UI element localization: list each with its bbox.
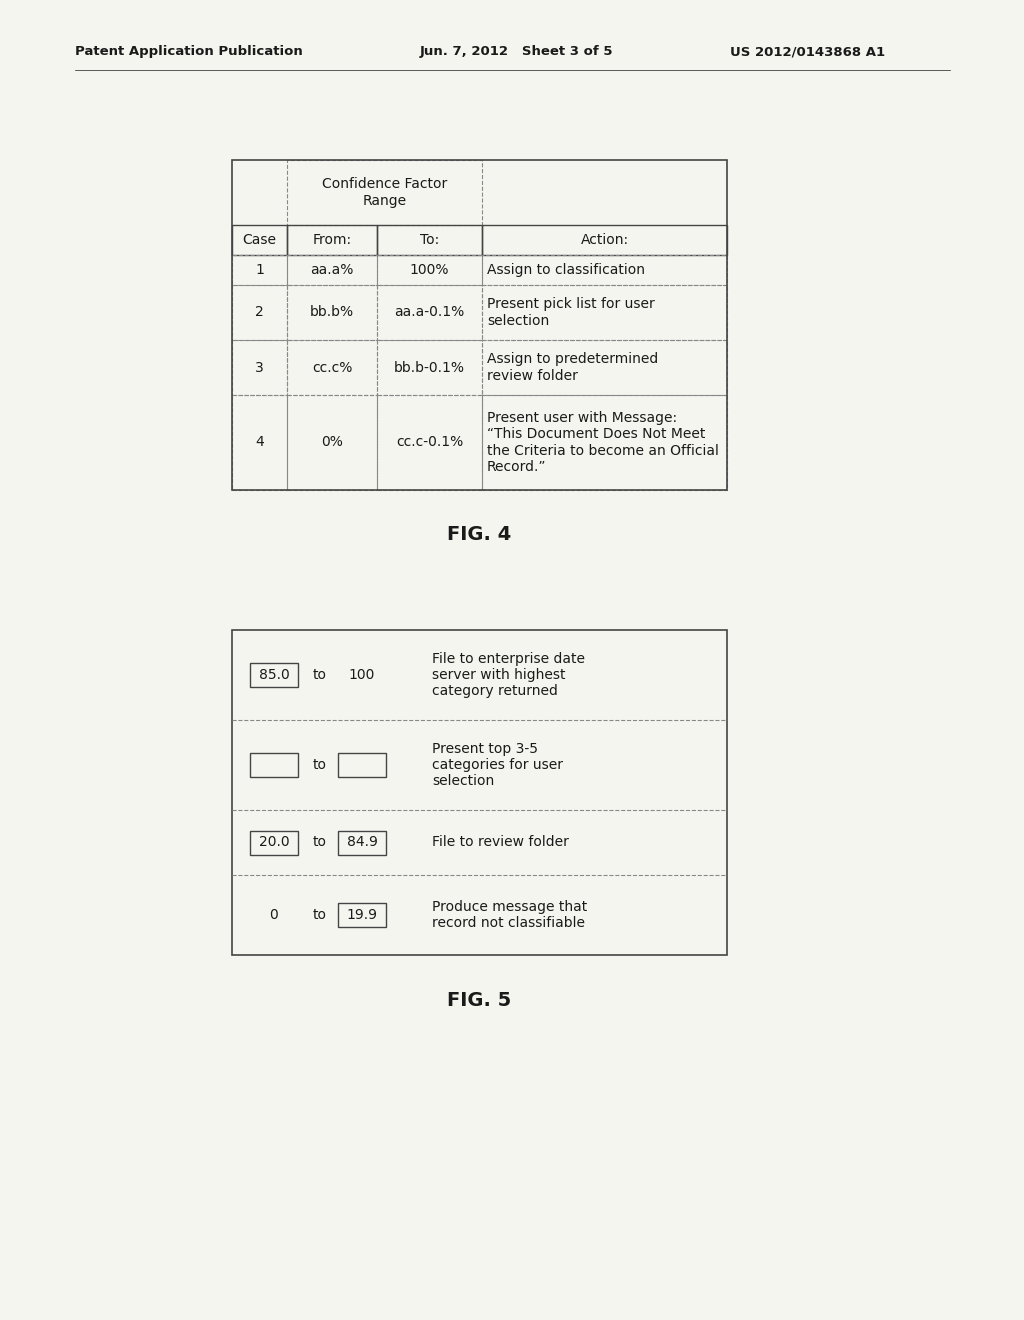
- Bar: [482, 341, 727, 395]
- Text: Present pick list for user
selection: Present pick list for user selection: [487, 297, 654, 327]
- Bar: [482, 255, 727, 285]
- Text: to: to: [313, 758, 327, 772]
- Text: File to review folder: File to review folder: [432, 836, 569, 850]
- Text: 85.0: 85.0: [259, 668, 290, 682]
- Bar: [287, 341, 377, 395]
- Text: File to enterprise date
server with highest
category returned: File to enterprise date server with high…: [432, 652, 585, 698]
- Text: 100: 100: [349, 668, 375, 682]
- Bar: [482, 224, 727, 255]
- Text: Patent Application Publication: Patent Application Publication: [75, 45, 303, 58]
- Bar: [232, 395, 287, 490]
- Text: 19.9: 19.9: [346, 908, 378, 921]
- Text: bb.b%: bb.b%: [310, 305, 354, 319]
- Text: 1: 1: [255, 263, 264, 277]
- Bar: [482, 285, 727, 341]
- Bar: [377, 255, 482, 285]
- Bar: [250, 752, 298, 777]
- Text: aa.a%: aa.a%: [310, 263, 353, 277]
- Bar: [338, 830, 386, 854]
- Text: 3: 3: [255, 360, 264, 375]
- Bar: [482, 395, 727, 490]
- Text: To:: To:: [420, 234, 439, 247]
- Text: From:: From:: [312, 234, 351, 247]
- Bar: [232, 630, 727, 954]
- Bar: [232, 224, 287, 255]
- Text: 0%: 0%: [322, 436, 343, 450]
- Bar: [250, 663, 298, 686]
- Bar: [232, 255, 287, 285]
- Text: Assign to classification: Assign to classification: [487, 263, 645, 277]
- Text: 4: 4: [255, 436, 264, 450]
- Bar: [338, 903, 386, 927]
- Text: Action:: Action:: [581, 234, 629, 247]
- Text: FIG. 4: FIG. 4: [447, 525, 512, 544]
- Text: Jun. 7, 2012   Sheet 3 of 5: Jun. 7, 2012 Sheet 3 of 5: [420, 45, 613, 58]
- Bar: [287, 395, 377, 490]
- Bar: [377, 285, 482, 341]
- Text: Case: Case: [243, 234, 276, 247]
- Bar: [287, 224, 377, 255]
- Text: Present user with Message:
“This Document Does Not Meet
the Criteria to become a: Present user with Message: “This Documen…: [487, 412, 719, 474]
- Bar: [287, 255, 377, 285]
- Text: bb.b-0.1%: bb.b-0.1%: [394, 360, 465, 375]
- Text: 20.0: 20.0: [259, 836, 290, 850]
- Bar: [377, 341, 482, 395]
- Text: 84.9: 84.9: [346, 836, 378, 850]
- Text: 100%: 100%: [410, 263, 450, 277]
- Bar: [287, 160, 482, 224]
- Text: aa.a-0.1%: aa.a-0.1%: [394, 305, 465, 319]
- Text: 2: 2: [255, 305, 264, 319]
- Bar: [338, 752, 386, 777]
- Text: cc.c%: cc.c%: [312, 360, 352, 375]
- Text: cc.c-0.1%: cc.c-0.1%: [396, 436, 463, 450]
- Text: Produce message that
record not classifiable: Produce message that record not classifi…: [432, 900, 587, 931]
- Text: Present top 3-5
categories for user
selection: Present top 3-5 categories for user sele…: [432, 742, 563, 788]
- Bar: [232, 341, 287, 395]
- Text: Assign to predetermined
review folder: Assign to predetermined review folder: [487, 352, 658, 383]
- Text: US 2012/0143868 A1: US 2012/0143868 A1: [730, 45, 885, 58]
- Text: to: to: [313, 668, 327, 682]
- Bar: [287, 285, 377, 341]
- Text: to: to: [313, 908, 327, 921]
- Text: FIG. 5: FIG. 5: [447, 990, 512, 1010]
- Bar: [232, 160, 727, 490]
- Text: to: to: [313, 836, 327, 850]
- Text: Confidence Factor
Range: Confidence Factor Range: [322, 177, 447, 207]
- Text: 0: 0: [269, 908, 279, 921]
- Bar: [232, 285, 287, 341]
- Bar: [377, 395, 482, 490]
- Bar: [250, 830, 298, 854]
- Bar: [377, 224, 482, 255]
